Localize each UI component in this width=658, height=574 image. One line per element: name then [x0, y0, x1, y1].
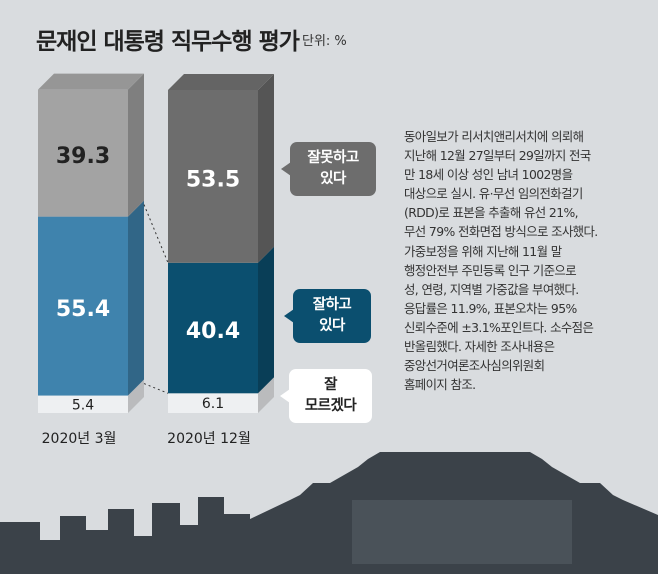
value-label-잘못하고-있다-1: 53.5 — [186, 167, 240, 192]
description-line: 동아일보가 리서치앤리서치에 의뢰해 — [404, 129, 584, 144]
callout-positive-line1: 잘하고 — [312, 297, 352, 313]
callout-positive: 잘하고 있다 — [284, 289, 371, 343]
description-line: 대상으로 실시. 유·무선 임의전화걸기 — [404, 186, 583, 202]
callout-unknown: 잘 모르겠다 — [280, 369, 372, 423]
bar-side-잘못하고-있다-0 — [128, 73, 144, 217]
value-label-잘못하고-있다-0: 39.3 — [56, 144, 110, 169]
skyline-building — [108, 509, 134, 574]
callout-negative-line1: 잘못하고 — [307, 150, 359, 166]
unit-label: 단위: % — [302, 34, 347, 49]
value-label-잘-모르겠다-0: 5.4 — [72, 397, 94, 413]
description-line: 성, 연령, 지역별 가중값을 부여했다. — [404, 281, 579, 297]
category-label-1: 2020년 12월 — [167, 431, 251, 447]
description-line: 중앙선거여론조사심의위원회 — [404, 358, 545, 374]
callout-positive-line2: 있다 — [319, 318, 345, 334]
callout-unknown-line1: 잘 — [324, 377, 337, 393]
connector-line — [143, 204, 169, 263]
bar-잘하고-있다-0 — [38, 216, 128, 396]
stacked-bars — [38, 73, 274, 413]
value-label-잘-모르겠다-1: 6.1 — [202, 396, 224, 412]
description-line: 행정안전부 주민등록 인구 기준으로 — [404, 262, 577, 278]
connector-line — [143, 383, 169, 394]
skyline-illustration — [0, 452, 658, 574]
palace-body — [352, 500, 572, 574]
description-line: 지난해 12월 27일부터 29일까지 전국 — [404, 148, 591, 164]
roof-silhouette — [330, 452, 580, 483]
bar-잘하고-있다-1 — [168, 262, 258, 394]
skyline-building — [152, 503, 180, 574]
skyline-building — [180, 525, 198, 574]
bar-side-잘-모르겠다-0 — [128, 379, 144, 413]
description-line: (RDD)로 표본을 추출해 유선 21%, — [404, 205, 579, 221]
skyline-building — [86, 530, 108, 574]
bar-잘-모르겠다-0 — [38, 395, 128, 413]
callout-unknown-line2: 모르겠다 — [304, 398, 357, 414]
description-line: 응답률은 11.9%, 표본오차는 95% — [404, 300, 577, 316]
bar-잘못하고-있다-1 — [168, 90, 258, 263]
description-line: 가중보정을 위해 지난해 11월 말 — [404, 243, 562, 259]
value-label-잘하고-있다-1: 40.4 — [186, 319, 240, 344]
category-label-0: 2020년 3월 — [42, 431, 117, 447]
bar-side-잘하고-있다-0 — [128, 200, 144, 396]
bar-side-잘하고-있다-1 — [258, 246, 274, 394]
survey-description: 동아일보가 리서치앤리서치에 의뢰해 지난해 12월 27일부터 29일까지 전… — [404, 127, 644, 394]
bar-side-잘-모르겠다-1 — [258, 377, 274, 413]
bar-top-0 — [38, 73, 144, 90]
bar-잘못하고-있다-0 — [38, 89, 128, 217]
bar-side-잘못하고-있다-1 — [258, 74, 274, 263]
value-label-잘하고-있다-0: 55.4 — [56, 297, 110, 322]
chart-title: 문재인 대통령 직무수행 평가 — [36, 29, 300, 55]
value-labels: 5.4 55.4 39.3 6.1 40.4 53.5 — [56, 144, 240, 413]
category-labels: 2020년 3월 2020년 12월 — [42, 431, 251, 447]
bar-top-1 — [168, 74, 274, 90]
callout-negative: 잘못하고 있다 — [281, 142, 376, 196]
skyline-building — [198, 497, 224, 574]
description-line: 홈페이지 참조. — [404, 377, 476, 393]
description-line: 무선 79% 전화면접 방식으로 조사했다. — [404, 224, 598, 240]
bar-잘-모르겠다-1 — [168, 393, 258, 413]
description-line: 만 18세 이상 성인 남녀 1002명을 — [404, 167, 573, 183]
callout-negative-line2: 있다 — [320, 171, 346, 187]
ground — [0, 564, 658, 574]
description-line: 신뢰수준에 ±3.1%포인트다. 소수점은 — [404, 319, 594, 335]
description-line: 반올림했다. 자세한 조사내용은 — [404, 339, 555, 355]
